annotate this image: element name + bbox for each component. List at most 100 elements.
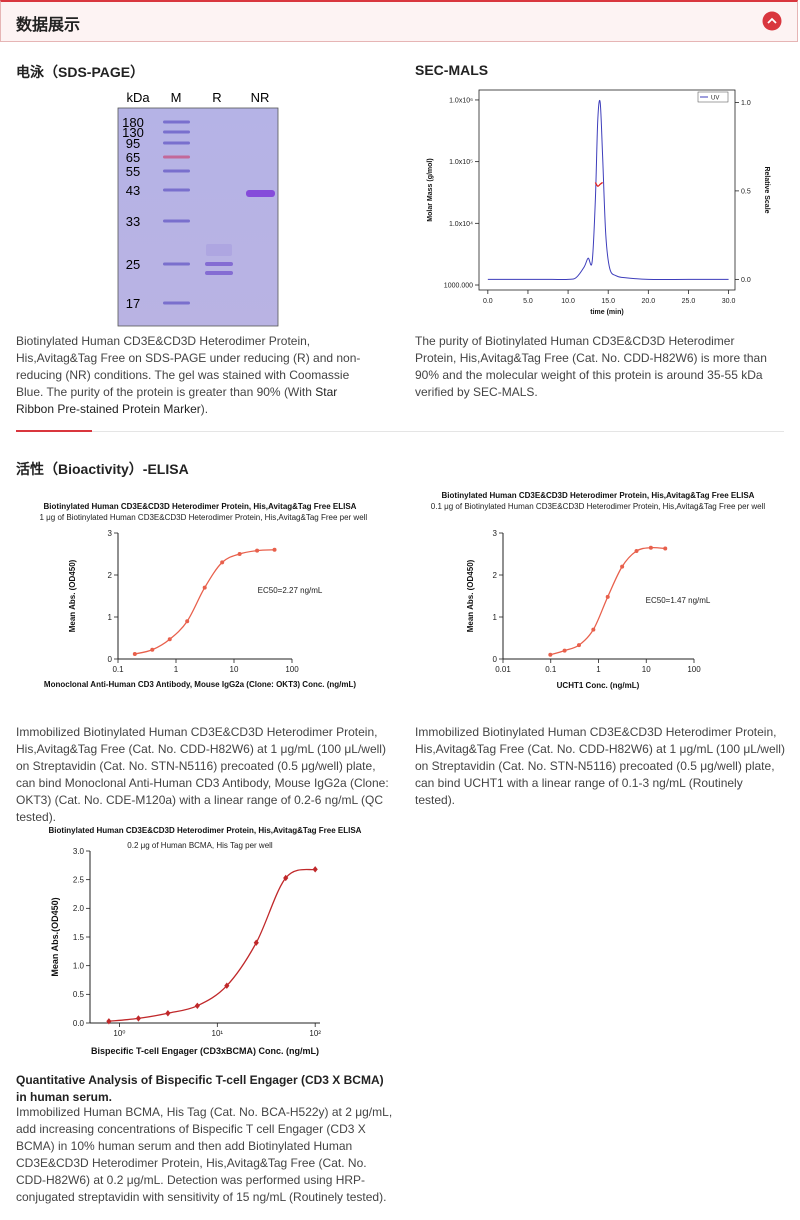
marker-label: 65	[126, 150, 140, 165]
y2-tick-label: 1.0	[741, 100, 751, 107]
header-title: 数据展示	[16, 17, 81, 34]
data-point	[634, 549, 639, 554]
y2-tick-label: 0.5	[741, 188, 751, 195]
y-tick-label: 0.5	[73, 990, 85, 999]
marker-band	[163, 155, 190, 159]
data-point	[224, 982, 230, 989]
y-tick-label: 2.0	[73, 904, 85, 913]
lane-label: NR	[251, 90, 270, 105]
lane-label: R	[212, 90, 221, 105]
data-point	[576, 643, 581, 648]
y-tick-label: 0.0	[73, 1019, 85, 1028]
y-tick-label: 1	[493, 613, 498, 622]
x-tick-label: 5.0	[523, 298, 533, 305]
chart-subtitle: 0.1 μg of Biotinylated Human CD3E&CD3D H…	[40, 513, 367, 522]
divider	[16, 431, 784, 432]
y-axis-label: Mean Abs. (OD450)	[68, 559, 77, 632]
section-heading: SEC-MALS	[415, 62, 489, 78]
y-tick-label: 1.5	[73, 933, 85, 942]
sample-band	[205, 271, 233, 275]
caption-text: ).	[200, 402, 209, 416]
x-tick-label: 10.0	[561, 298, 575, 305]
y-tick-label: 3	[108, 529, 113, 538]
data-point	[312, 866, 318, 873]
chart-subtitle: 0.2 μg of Human BCMA, His Tag per well	[127, 841, 273, 850]
divider-accent	[16, 430, 92, 432]
header-bar	[0, 0, 798, 42]
x-axis-label: UCHT1 Conc. (ng/mL)	[557, 681, 640, 690]
data-point	[562, 648, 567, 653]
caption: Immobilized Biotinylated Human CD3E&CD3D…	[415, 725, 785, 807]
chart: 0.0 5.0 10.0 15.0 20.0 25.0 30.0 1000.000 1.0x10…	[427, 89, 770, 316]
data-point	[272, 547, 277, 552]
series-line	[134, 549, 275, 655]
series-line	[594, 181, 603, 187]
y-tick-label: 3	[493, 529, 498, 538]
x-axis-label: time (min)	[590, 309, 623, 316]
data-point	[165, 1010, 171, 1017]
section-heading: 活性（Bioactivity）-ELISA	[16, 461, 189, 477]
marker-label: 43	[126, 183, 140, 198]
collapse-button[interactable]	[762, 11, 782, 31]
marker-link[interactable]: Star Ribbon Pre-stained Protein Marker	[16, 385, 338, 416]
data-point	[283, 874, 289, 882]
data-point	[648, 545, 653, 550]
x-tick-label: 100	[285, 665, 299, 674]
chart: 10⁰ 10¹ 10² 0.0 0.5 1.0 1.5 2.0 2.5 3.0 Biotinylat…	[49, 826, 362, 1056]
caption: Immobilized Human BCMA, His Tag (Cat. No…	[16, 1105, 393, 1204]
data-point	[135, 1015, 142, 1022]
data-point	[255, 548, 260, 553]
y-tick-label: 3.0	[73, 847, 85, 856]
data-point	[150, 647, 155, 652]
annotation: EC50=2.27 ng/mL	[258, 586, 323, 595]
marker-band	[163, 169, 190, 173]
legend-label: UV	[711, 96, 719, 102]
chart: 0.1 1 10 100 0 1 2 3 Biotinylated Human CD3E&CD3…	[40, 502, 367, 689]
x-tick-label: 10	[642, 665, 651, 674]
y-tick-label: 1000.000	[444, 282, 473, 289]
caption-title: Quantitative Analysis of Bispecific T-ce…	[16, 1073, 384, 1104]
marker-label: 33	[126, 214, 140, 229]
x-tick-label: 1	[174, 665, 179, 674]
marker-label: 17	[126, 296, 140, 311]
x-tick-label: 20.0	[642, 298, 656, 305]
caption-text: Biotinylated Human CD3E&CD3D Heterodimer…	[16, 334, 361, 399]
caption: The purity of Biotinylated Human CD3E&CD…	[415, 334, 767, 399]
y2-tick-label: 0.0	[741, 277, 751, 284]
marker-band	[163, 188, 190, 192]
x-tick-label: 100	[687, 665, 701, 674]
chart-title: Biotinylated Human CD3E&CD3D Heterodimer…	[442, 491, 755, 500]
marker-label: 95	[126, 136, 140, 151]
x-tick-label: 30.0	[722, 298, 736, 305]
sample-band	[246, 190, 275, 197]
x-tick-label: 1	[596, 665, 601, 674]
caption: Biotinylated Human CD3E&CD3D Heterodimer…	[16, 333, 378, 418]
series-line	[108, 868, 316, 1022]
y-tick-label: 0	[493, 655, 498, 664]
y-tick-label: 1.0	[73, 961, 85, 970]
data-point	[605, 594, 610, 599]
y-axis-label: Mean Abs.(OD450)	[50, 897, 60, 976]
y2-axis-label: Relative Scale	[763, 166, 770, 213]
x-tick-label: 15.0	[601, 298, 615, 305]
chart-subtitle: 0.1 μg of Biotinylated Human CD3E&CD3D H…	[431, 502, 766, 511]
marker-band	[163, 301, 190, 305]
unit-label: kDa	[126, 90, 150, 105]
x-tick-label: 0.1	[545, 665, 557, 674]
marker-band	[163, 130, 190, 134]
y-tick-label: 2	[108, 571, 113, 580]
data-point	[194, 1002, 200, 1009]
annotation: EC50=1.47 ng/mL	[646, 596, 711, 605]
x-axis-label: Monoclonal Anti-Human CD3 Antibody, Mous…	[44, 680, 356, 689]
x-tick-label: 10⁰	[113, 1029, 125, 1038]
marker-label: 55	[126, 164, 140, 179]
y-tick-label: 1.0x10⁴	[449, 221, 473, 228]
data-point	[202, 585, 207, 590]
x-axis-label: Bispecific T-cell Engager (CD3xBCMA) Con…	[91, 1046, 319, 1056]
lane-label: M	[171, 90, 182, 105]
x-tick-label: 0.0	[483, 298, 493, 305]
y-tick-label: 1	[108, 613, 113, 622]
y-axis-label: Mean Abs. (OD450)	[466, 559, 475, 632]
